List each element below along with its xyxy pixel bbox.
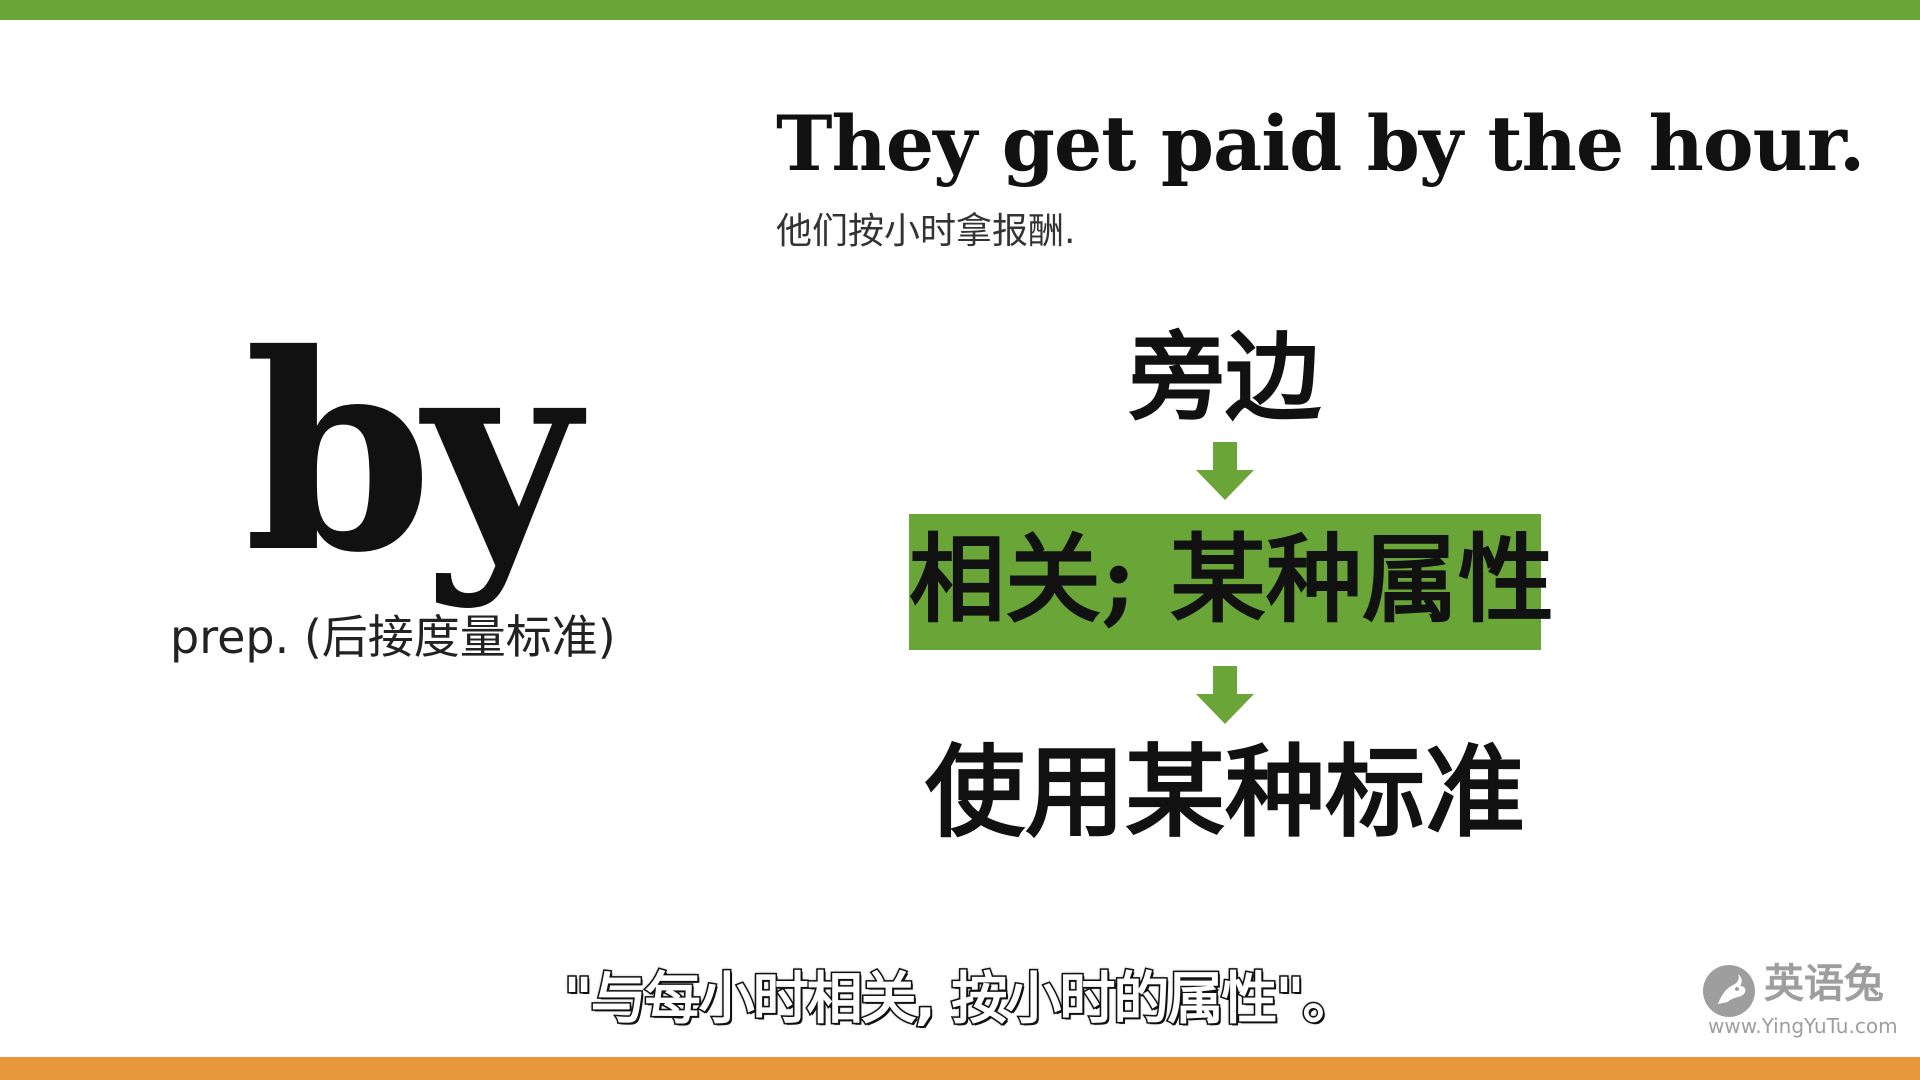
example-sentence: They get paid by the hour. (776, 99, 1865, 188)
bottom-accent-bar (0, 1057, 1920, 1080)
meaning-flow: 旁边 相关; 某种属性 使用某种标准 (900, 321, 1554, 851)
meaning-step-beside: 旁边 (1129, 321, 1321, 434)
down-arrow-icon (1196, 442, 1254, 500)
top-accent-bar (0, 0, 1920, 20)
rabbit-logo-icon (1703, 965, 1755, 1017)
example-translation: 他们按小时拿报酬. (776, 211, 1076, 252)
meaning-step-related-highlighted: 相关; 某种属性 (909, 514, 1554, 650)
meaning-step-standard: 使用某种标准 (925, 733, 1525, 851)
headword: by (244, 294, 580, 612)
brand-name: 英语兔 (1764, 960, 1884, 1007)
video-subtitle: "与每小时相关, 按小时的属性"。 (562, 967, 1360, 1032)
down-arrow-icon (1196, 666, 1254, 724)
brand-url: www.YingYuTu.com (1708, 1014, 1898, 1038)
brand-logo: 英语兔 www.YingYuTu.com (1702, 960, 1902, 1040)
part-of-speech: prep. (后接度量标准) (170, 610, 616, 664)
